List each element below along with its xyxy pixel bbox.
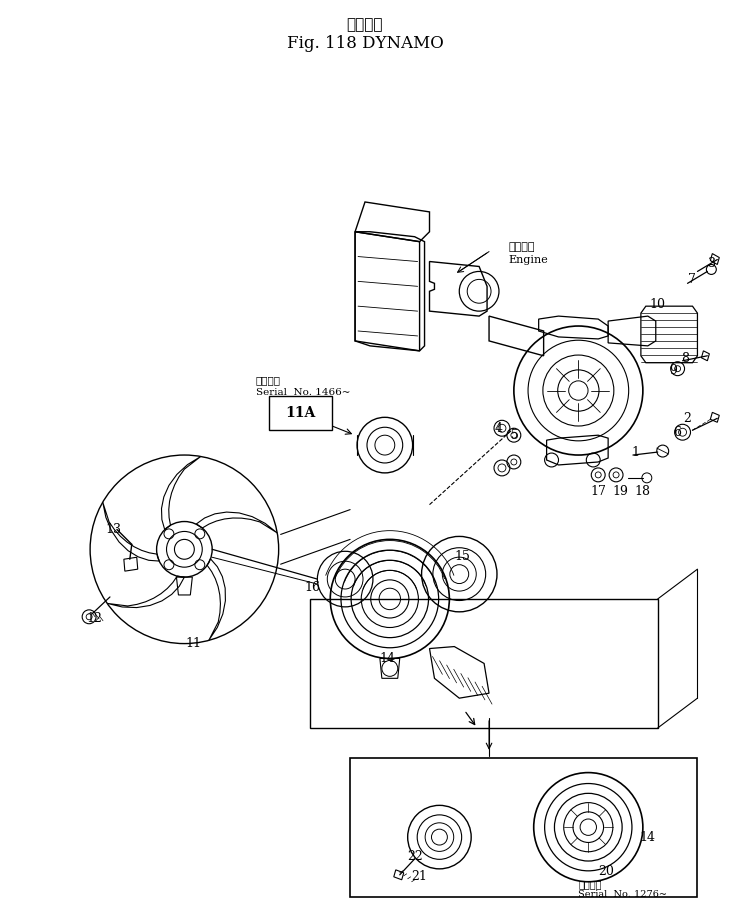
Text: 6: 6 [674,425,682,438]
Text: 12: 12 [86,612,102,625]
Text: Engine: Engine [509,255,549,265]
Text: 13: 13 [106,523,122,536]
Text: 22: 22 [407,850,423,864]
Text: 適用号機: 適用号機 [578,880,602,890]
Text: 18: 18 [635,485,651,498]
Text: 14: 14 [639,831,656,844]
Text: 9: 9 [669,364,677,377]
Text: 17: 17 [591,485,606,498]
Text: 7: 7 [688,273,696,286]
Text: 8: 8 [682,352,690,365]
Text: 20: 20 [598,866,614,879]
Text: 11: 11 [185,637,201,650]
Text: 19: 19 [612,485,628,498]
Text: 14: 14 [380,652,396,665]
Text: 適用号機: 適用号機 [255,376,281,385]
Text: 21: 21 [412,870,428,883]
Text: 16: 16 [304,581,320,594]
Text: エンジン: エンジン [509,242,535,252]
Text: ダイナモ: ダイナモ [347,18,383,32]
Text: Serial  No. 1466~: Serial No. 1466~ [255,388,350,397]
Text: 2: 2 [683,412,691,425]
Text: 3: 3 [708,257,716,270]
Text: Fig. 118 DYNAMO: Fig. 118 DYNAMO [287,35,443,51]
FancyBboxPatch shape [269,396,332,430]
Text: 4: 4 [495,422,503,435]
Text: 10: 10 [650,298,666,311]
Text: Serial  No. 1276~: Serial No. 1276~ [578,891,667,899]
Text: 5: 5 [511,428,519,442]
Text: 11A: 11A [285,406,315,420]
Text: 1: 1 [632,446,640,459]
Text: 15: 15 [454,550,470,562]
